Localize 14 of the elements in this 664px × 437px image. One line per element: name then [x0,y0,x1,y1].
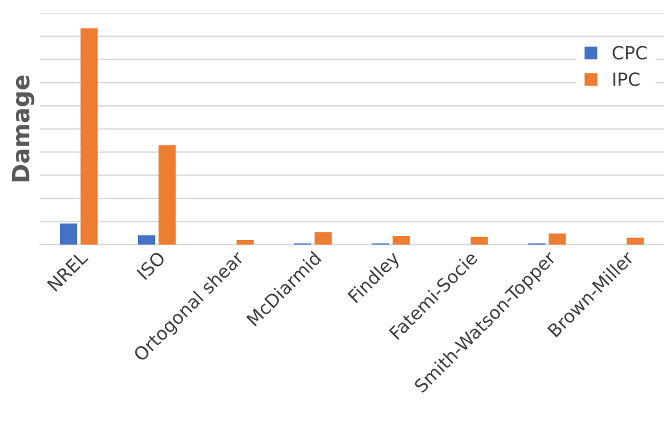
bar [470,236,488,245]
bar [626,238,644,245]
bar [80,28,98,245]
bar [138,235,156,245]
bar [60,224,78,245]
y-axis-title: Damage [12,76,34,182]
bar [548,233,566,245]
bar [314,232,332,245]
bar [392,236,410,245]
legend-label: IPC [613,72,640,86]
legend-label: CPC [612,46,647,60]
bar [236,240,254,245]
bar [158,145,176,245]
x-tick-label: ISO [136,250,166,280]
